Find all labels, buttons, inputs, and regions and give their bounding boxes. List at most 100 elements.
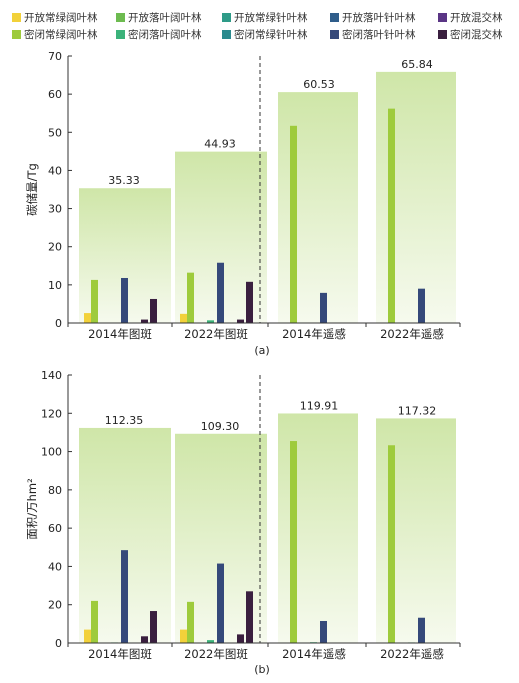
total-label: 117.32	[398, 404, 437, 417]
total-label: 65.84	[401, 58, 433, 71]
total-label: 60.53	[303, 78, 335, 91]
y-tick-label: 20	[48, 599, 62, 612]
data-bar	[150, 298, 157, 323]
legend-item: 开放混交林	[438, 10, 503, 26]
y-tick-label: 40	[48, 164, 62, 177]
data-bar	[141, 319, 148, 323]
x-tick-label: 2014年图斑	[88, 647, 152, 661]
total-label: 109.30	[201, 420, 240, 433]
data-bar	[91, 600, 98, 643]
legend-swatch	[438, 30, 447, 39]
y-tick-label: 40	[48, 560, 62, 573]
data-bar	[121, 277, 128, 323]
y-axis-label: 面积/万hm²	[25, 478, 39, 539]
legend-label: 密闭落叶阔叶林	[128, 29, 202, 41]
total-label: 44.93	[204, 138, 236, 151]
data-bar	[187, 272, 194, 323]
data-bar	[320, 292, 327, 323]
legend-swatch	[116, 13, 125, 22]
legend: 开放常绿阔叶林 开放落叶阔叶林 开放常绿针叶林 开放落叶针叶林 开放混交林密闭常绿阔叶林…	[12, 10, 517, 44]
data-bar	[290, 441, 297, 643]
legend-label: 密闭常绿针叶林	[234, 29, 308, 41]
legend-swatch	[330, 13, 339, 22]
data-bar	[217, 563, 224, 643]
legend-label: 密闭常绿阔叶林	[24, 29, 98, 41]
legend-label: 开放常绿针叶林	[234, 12, 308, 24]
y-tick-label: 0	[55, 317, 62, 330]
chart-panel-1: 35.33 44.93 60.53 65.84 0 10 20 30 40 50 60 70 2014年…	[25, 50, 461, 357]
legend-label: 密闭混交林	[450, 29, 503, 41]
data-bar	[180, 629, 187, 643]
total-label: 112.35	[105, 414, 144, 427]
y-tick-label: 10	[48, 279, 62, 292]
x-tick-label: 2022年遥感	[380, 647, 444, 661]
legend-swatch	[222, 13, 231, 22]
total-label: 119.91	[300, 399, 339, 412]
y-tick-label: 70	[48, 50, 62, 63]
legend-swatch	[330, 30, 339, 39]
panel-label: (b)	[254, 663, 270, 676]
legend-swatch	[12, 30, 21, 39]
data-bar	[150, 611, 157, 643]
legend-item: 开放落叶阔叶林	[116, 10, 202, 26]
y-tick-label: 120	[41, 407, 62, 420]
x-tick-label: 2014年图斑	[88, 327, 152, 341]
data-bar	[217, 262, 224, 323]
legend-item: 密闭落叶阔叶林	[116, 27, 202, 43]
legend-item: 密闭混交林	[438, 27, 503, 43]
data-bar	[141, 636, 148, 643]
data-bar	[418, 288, 425, 323]
x-tick-label: 2014年遥感	[282, 647, 346, 661]
data-bar	[84, 313, 91, 323]
y-tick-label: 20	[48, 241, 62, 254]
x-tick-label: 2022年图斑	[184, 327, 248, 341]
x-tick-label: 2014年遥感	[282, 327, 346, 341]
data-bar	[290, 125, 297, 324]
y-tick-label: 60	[48, 88, 62, 101]
x-tick-label: 2022年图斑	[184, 647, 248, 661]
data-bar	[180, 313, 187, 323]
y-tick-label: 0	[55, 637, 62, 650]
data-bar	[388, 445, 395, 643]
y-axis-label: 碳储量/Tg	[25, 163, 39, 216]
legend-item: 密闭落叶针叶林	[330, 27, 416, 43]
legend-swatch	[116, 30, 125, 39]
data-bar	[388, 108, 395, 323]
legend-label: 密闭落叶针叶林	[342, 29, 416, 41]
legend-swatch	[12, 13, 21, 22]
data-bar	[418, 617, 425, 643]
legend-item: 开放常绿针叶林	[222, 10, 308, 26]
data-bar	[320, 620, 327, 643]
data-bar	[237, 319, 244, 323]
data-bar	[91, 279, 98, 323]
data-bar	[237, 634, 244, 643]
legend-item: 密闭常绿阔叶林	[12, 27, 98, 43]
y-tick-label: 140	[41, 369, 62, 382]
y-tick-label: 100	[41, 446, 62, 459]
y-tick-label: 30	[48, 203, 62, 216]
panel-label: (a)	[254, 344, 269, 357]
data-bar	[246, 591, 253, 643]
data-bar	[84, 629, 91, 643]
data-bar	[187, 601, 194, 643]
legend-label: 开放常绿阔叶林	[24, 12, 98, 24]
y-tick-label: 80	[48, 484, 62, 497]
legend-label: 开放落叶阔叶林	[128, 12, 202, 24]
legend-item: 开放常绿阔叶林	[12, 10, 98, 26]
legend-label: 开放混交林	[450, 12, 503, 24]
legend-swatch	[222, 30, 231, 39]
x-tick-label: 2022年遥感	[380, 327, 444, 341]
legend-swatch	[438, 13, 447, 22]
data-bar	[121, 550, 128, 643]
data-bar	[246, 281, 253, 323]
data-bar	[207, 640, 214, 643]
legend-label: 开放落叶针叶林	[342, 12, 416, 24]
y-tick-label: 60	[48, 522, 62, 535]
legend-item: 密闭常绿针叶林	[222, 27, 308, 43]
data-bar	[207, 320, 214, 323]
y-tick-label: 50	[48, 126, 62, 139]
chart-panel-2: 112.35 109.30 119.91 117.32 0 20 40 60 80 100 120 1…	[25, 369, 461, 676]
legend-item: 开放落叶针叶林	[330, 10, 416, 26]
